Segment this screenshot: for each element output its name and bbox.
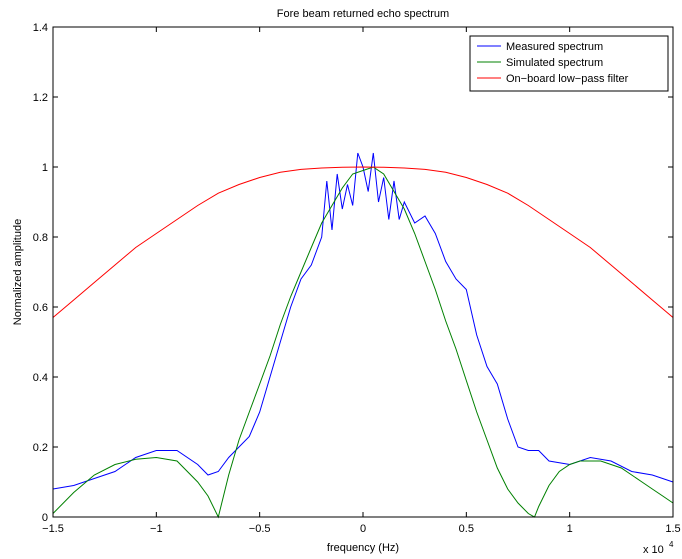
chart-title: Fore beam returned echo spectrum xyxy=(277,8,449,20)
legend-label-measured: Measured spectrum xyxy=(506,41,603,53)
legend: Measured spectrum Simulated spectrum On−… xyxy=(469,35,669,92)
x-axis-label: frequency (Hz) xyxy=(327,542,399,554)
x-tick-label: −0.5 xyxy=(249,523,271,535)
y-tick-label: 0.8 xyxy=(33,232,48,244)
legend-label-filter: On−board low−pass filter xyxy=(506,73,629,85)
x-tick-label: −1.5 xyxy=(42,523,64,535)
y-tick-label: 0.4 xyxy=(33,372,48,384)
y-axis-label: Normalized amplitude xyxy=(12,219,24,325)
series-line-on-board-low-pass-filter xyxy=(52,166,674,318)
axis-layer: −1.5 −1 −0.5 0 0.5 1 1.5 0 0.2 0.4 0.6 0.8 1 1.2 1.4 xyxy=(33,22,681,535)
series-line-measured-spectrum xyxy=(52,152,674,490)
y-tick-label: 0.2 xyxy=(33,442,48,454)
x-tick-label: 0 xyxy=(360,523,366,535)
x-tick-label: 0.5 xyxy=(459,523,474,535)
legend-box xyxy=(469,35,669,92)
y-tick-label: 0.6 xyxy=(33,302,48,314)
plot-area xyxy=(53,27,673,517)
y-tick-label: 1.4 xyxy=(33,22,48,34)
x-tick-label: 1.5 xyxy=(665,523,680,535)
x-tick-label: 1 xyxy=(567,523,573,535)
y-tick-label: 0 xyxy=(42,512,48,524)
x-tick-label: −1 xyxy=(150,523,163,535)
x-multiplier-label: x 10 xyxy=(643,544,664,556)
y-tick-label: 1 xyxy=(42,162,48,174)
legend-label-simulated: Simulated spectrum xyxy=(506,57,603,69)
x-multiplier-exponent: 4 xyxy=(669,540,674,549)
y-tick-label: 1.2 xyxy=(33,92,48,104)
